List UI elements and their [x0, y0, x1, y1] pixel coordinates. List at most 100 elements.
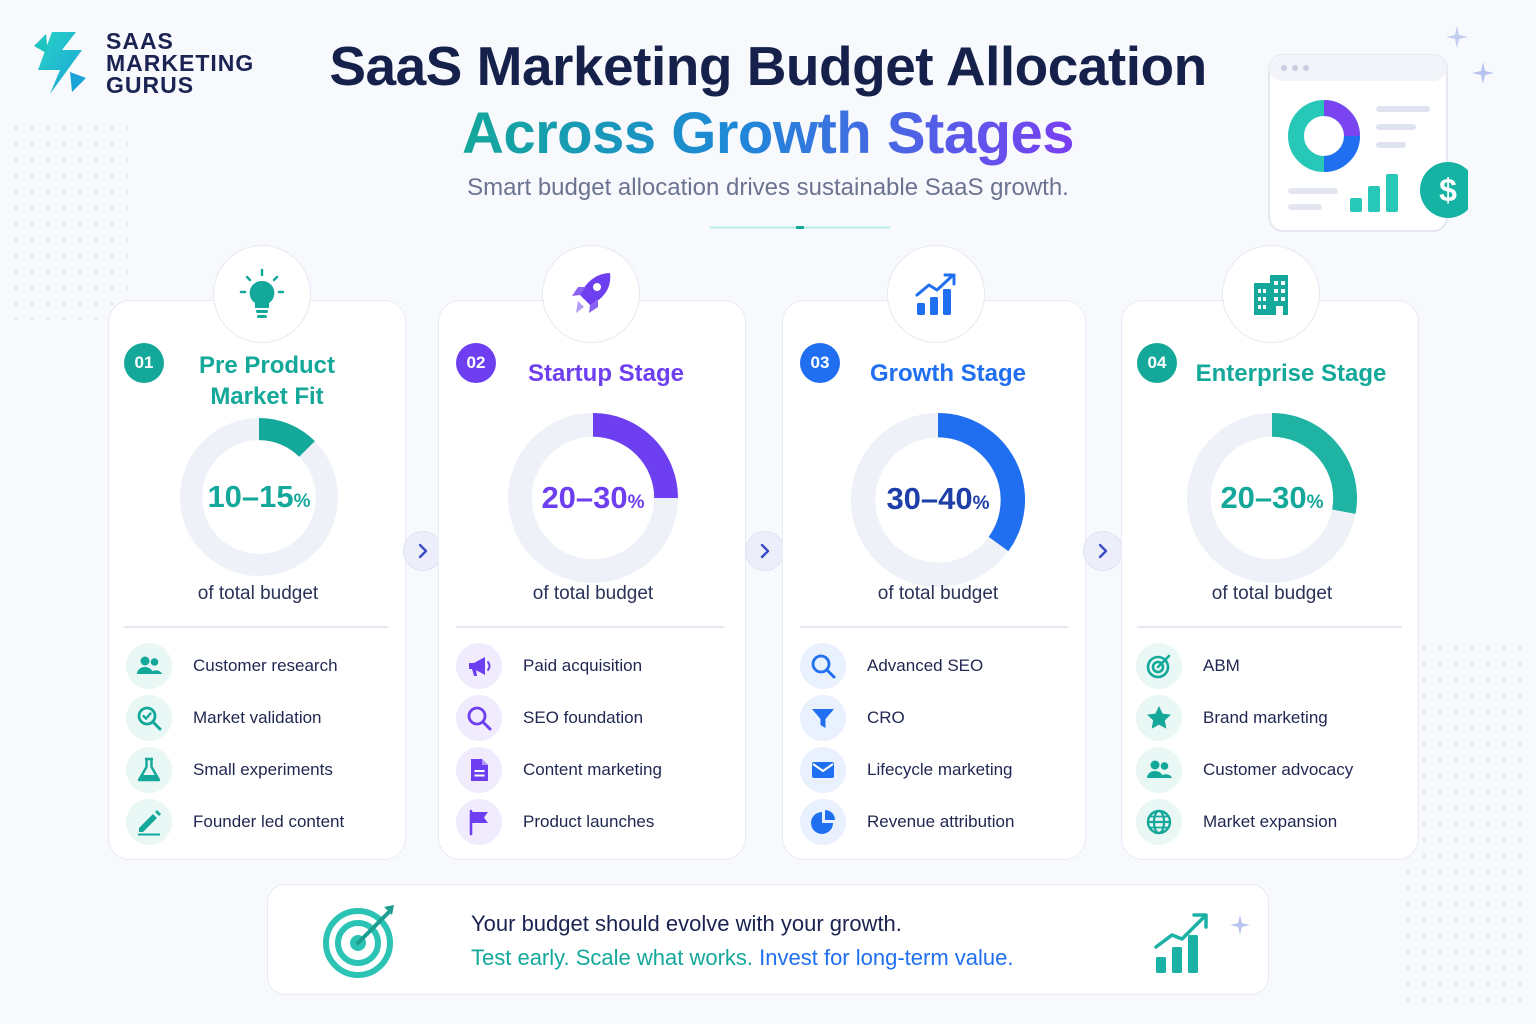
- card-divider: [1137, 626, 1402, 628]
- item-icon-holder: [456, 747, 502, 793]
- item-icon-holder: [456, 643, 502, 689]
- footer-banner: Your budget should evolve with your grow…: [267, 884, 1269, 995]
- stage-icon-holder: [887, 245, 985, 343]
- footer-tagline: Test early. Scale what works. Invest for…: [471, 945, 1014, 971]
- card-divider: [800, 626, 1068, 628]
- item-label: Market expansion: [1203, 812, 1338, 831]
- item-icon-holder: [126, 799, 172, 845]
- item-icon-holder: [1136, 747, 1182, 793]
- list-item: Revenue attribution: [800, 796, 1014, 848]
- flask-icon: [137, 757, 161, 782]
- item-label: Content marketing: [523, 760, 662, 779]
- budget-range: 30–40: [886, 481, 973, 516]
- item-label: Founder led content: [193, 812, 345, 831]
- item-label: Paid acquisition: [523, 656, 643, 675]
- list-item: ABM: [1136, 640, 1353, 692]
- item-icon-holder: [800, 643, 846, 689]
- stage-item-list: Advanced SEO CRO Lifecycle marketing Rev…: [800, 640, 1014, 848]
- item-icon-holder: [126, 747, 172, 793]
- target-arrow-icon: [323, 905, 394, 978]
- budget-range: 20–30: [1220, 480, 1307, 515]
- item-label: Advanced SEO: [867, 656, 984, 675]
- stage-title: Startup Stage: [527, 360, 685, 387]
- brand-logo[interactable]: SAAS MARKETING GURUS: [26, 28, 254, 98]
- list-item: Customer research: [126, 640, 344, 692]
- donut-segment: [258, 418, 315, 458]
- chevron-right-icon: [418, 543, 428, 559]
- budget-donut-chart: [508, 413, 678, 583]
- card-divider: [456, 626, 724, 628]
- item-icon-holder: [126, 643, 172, 689]
- stage-icon-holder: [542, 245, 640, 343]
- title-divider: [710, 226, 890, 229]
- next-stage-arrow[interactable]: [745, 531, 785, 571]
- stage-number-badge: 03: [800, 343, 840, 383]
- next-stage-arrow[interactable]: [403, 531, 443, 571]
- donut-segment: [1271, 413, 1357, 514]
- list-item: Product launches: [456, 796, 662, 848]
- flag-icon: [469, 809, 488, 836]
- megaphone-icon: [469, 657, 491, 676]
- target-icon: [1146, 654, 1171, 679]
- item-label: Product launches: [523, 812, 655, 831]
- list-item: Founder led content: [126, 796, 344, 848]
- budget-donut-chart: [851, 413, 1025, 587]
- chevron-right-icon: [1098, 543, 1108, 559]
- lightbulb-icon: [239, 268, 285, 318]
- stage-icon-holder: [213, 245, 311, 343]
- footer-headline: Your budget should evolve with your grow…: [471, 911, 902, 936]
- item-icon-holder: [800, 799, 846, 845]
- chevron-right-icon: [760, 543, 770, 559]
- funnel-icon: [812, 709, 834, 728]
- item-label: Revenue attribution: [867, 812, 1015, 831]
- item-label: Market validation: [193, 708, 322, 727]
- next-stage-arrow[interactable]: [1083, 531, 1123, 571]
- item-label: SEO foundation: [523, 708, 644, 727]
- budget-caption: of total budget: [877, 583, 999, 604]
- stage-title: Pre Product Market Fit: [198, 352, 336, 410]
- stage-item-list: ABM Brand marketing Customer advocacy Ma…: [1136, 640, 1353, 848]
- dot-pattern-right: [1400, 640, 1530, 1010]
- brand-mark-icon: [34, 32, 86, 94]
- item-label: Lifecycle marketing: [867, 760, 1013, 779]
- footer-tagline-b: Invest for long-term value.: [759, 945, 1014, 970]
- svg-text:$: $: [1439, 172, 1457, 208]
- globe-icon: [1146, 809, 1172, 835]
- item-icon-holder: [1136, 799, 1182, 845]
- page-title: SaaS Marketing Budget Allocation: [329, 35, 1207, 97]
- page-title-gradient: Across Growth Stages: [461, 101, 1075, 166]
- list-item: Customer advocacy: [1136, 744, 1353, 796]
- budget-percent: 20–30%: [493, 480, 693, 516]
- budget-range: 10–15: [207, 479, 294, 514]
- budget-caption: of total budget: [532, 583, 654, 604]
- search-icon: [811, 654, 836, 679]
- brand-line-2: MARKETING: [106, 50, 255, 76]
- percent-sign: %: [972, 493, 990, 514]
- budget-range: 20–30: [541, 480, 628, 515]
- building-icon: [1254, 275, 1288, 315]
- item-icon-holder: [1136, 695, 1182, 741]
- stage-number-badge: 01: [124, 343, 164, 383]
- stage-title: Enterprise Stage: [1195, 360, 1387, 387]
- list-item: CRO: [800, 692, 1014, 744]
- item-icon-holder: [456, 799, 502, 845]
- stage-item-list: Customer research Market validation Smal…: [126, 640, 344, 848]
- users-icon: [137, 656, 162, 674]
- item-label: CRO: [867, 708, 905, 727]
- budget-percent: 30–40%: [838, 481, 1038, 517]
- users-icon: [1147, 760, 1172, 778]
- budget-percent: 10–15%: [159, 479, 359, 515]
- document-icon: [471, 759, 488, 781]
- page-subtitle: Smart budget allocation drives sustainab…: [467, 174, 1069, 201]
- item-icon-holder: [800, 747, 846, 793]
- page-title-line-2: Across Growth Stages: [0, 100, 1536, 167]
- list-item: Paid acquisition: [456, 640, 662, 692]
- item-icon-holder: [126, 695, 172, 741]
- list-item: Small experiments: [126, 744, 344, 796]
- item-label: Customer research: [193, 656, 338, 675]
- budget-donut-chart: [180, 418, 338, 576]
- percent-sign: %: [1306, 492, 1324, 513]
- dot-pattern-left: [8, 120, 128, 320]
- list-item: Market expansion: [1136, 796, 1353, 848]
- budget-donut-chart: [1187, 413, 1357, 583]
